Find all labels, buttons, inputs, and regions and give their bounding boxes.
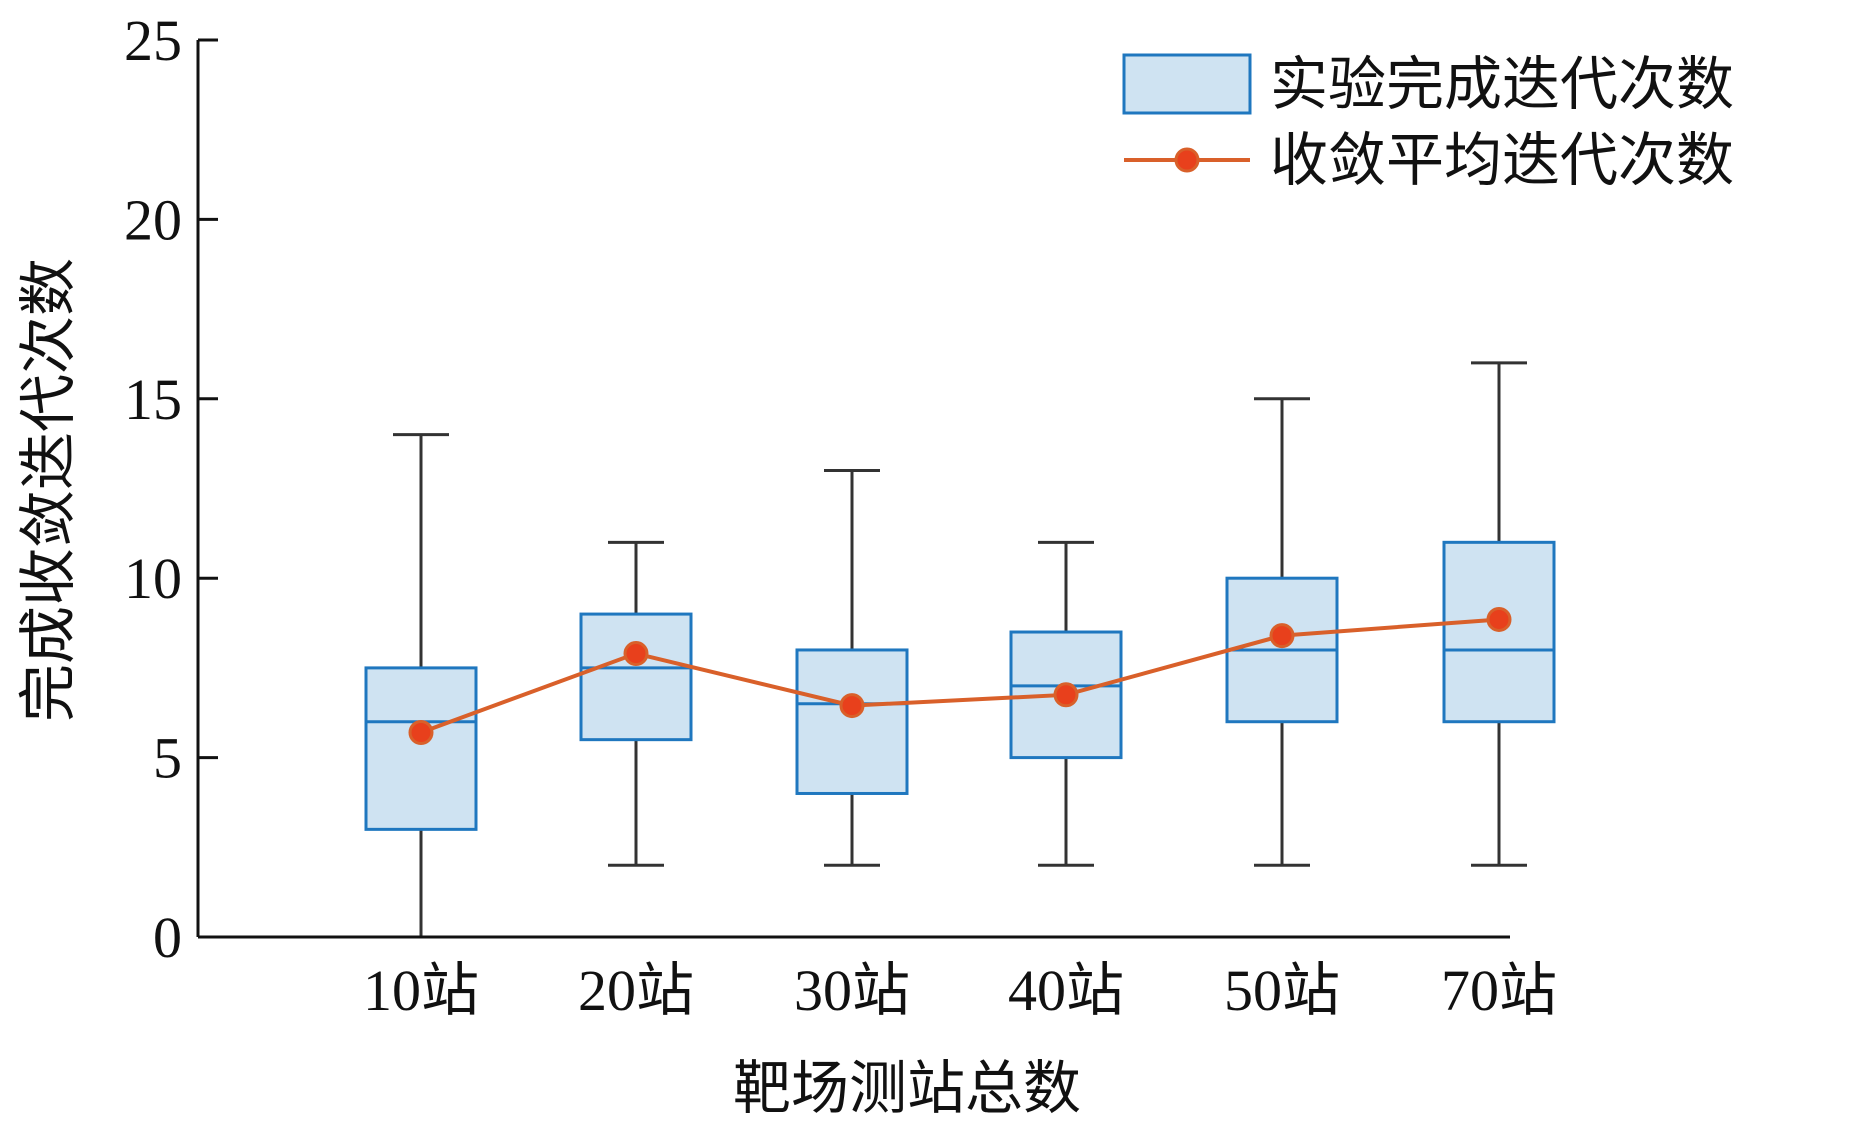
box-group (364, 433, 478, 937)
axes (196, 40, 1510, 939)
x-tick-label: 50站 (1224, 958, 1340, 1023)
mean-line (420, 617, 1500, 735)
y-tick-label: 10 (124, 546, 182, 611)
mean-point (623, 641, 649, 667)
y-tick-label: 20 (124, 187, 182, 252)
y-tick-label: 5 (153, 726, 182, 791)
legend-label-boxes: 实验完成迭代次数 (1270, 52, 1734, 117)
box-group (1442, 361, 1556, 867)
plot-area (364, 361, 1556, 937)
legend-marker-swatch (1174, 147, 1200, 173)
mean-point (1053, 682, 1079, 708)
box-group (795, 469, 909, 867)
iqr-box (1442, 540, 1556, 724)
x-axis-title: 靶场测站总数 (733, 1056, 1081, 1121)
x-ticks: 10站 20站 30站 40站 50站 70站 (363, 958, 1557, 1023)
box-group (579, 540, 693, 867)
iqr-box (364, 666, 478, 831)
mean-point (1486, 606, 1512, 632)
x-tick-label: 20站 (578, 958, 694, 1023)
legend-box-swatch (1122, 53, 1252, 115)
mean-point (839, 693, 865, 719)
legend-label-mean: 收敛平均迭代次数 (1270, 128, 1734, 193)
x-tick-label: 30站 (794, 958, 910, 1023)
mean-point (1269, 623, 1295, 649)
mean-point (408, 719, 434, 745)
y-tick-label: 15 (124, 367, 182, 432)
x-tick-label: 40站 (1008, 958, 1124, 1023)
y-ticks: 0 5 10 15 20 25 (124, 8, 218, 970)
y-tick-label: 0 (153, 905, 182, 970)
x-tick-label: 70站 (1441, 958, 1557, 1023)
iqr-box (795, 648, 909, 795)
y-axis-title: 完成收敛迭代次数 (16, 258, 81, 722)
iqr-box (579, 612, 693, 742)
legend: 实验完成迭代次数 收敛平均迭代次数 (1122, 52, 1734, 193)
y-tick-label: 25 (124, 8, 182, 73)
x-tick-label: 10站 (363, 958, 479, 1023)
